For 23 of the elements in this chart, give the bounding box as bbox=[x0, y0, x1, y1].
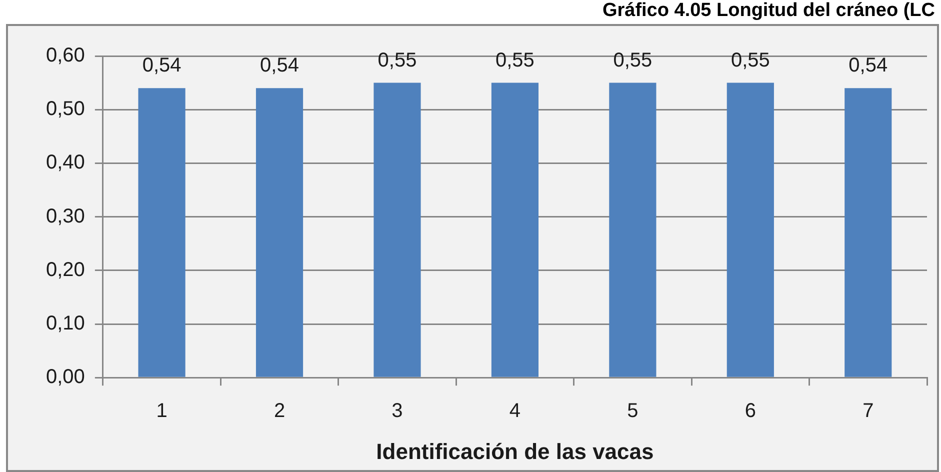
y-tick-label: 0,40 bbox=[46, 152, 85, 174]
data-label: 0,55 bbox=[613, 49, 652, 72]
y-tick-label: 0,60 bbox=[46, 44, 85, 67]
x-axis-title: Identificación de las vacas bbox=[376, 438, 654, 464]
x-tick-label: 4 bbox=[509, 400, 521, 422]
y-tick-label: 0,10 bbox=[46, 312, 85, 335]
data-label: 0,55 bbox=[378, 49, 417, 72]
data-label: 0,54 bbox=[260, 54, 299, 77]
x-tick-label: 2 bbox=[274, 400, 286, 422]
data-label: 0,54 bbox=[848, 54, 888, 77]
x-tick-label: 3 bbox=[392, 400, 403, 422]
data-label: 0,55 bbox=[730, 49, 770, 72]
data-label: 0,55 bbox=[495, 49, 534, 72]
x-tick-label: 7 bbox=[862, 400, 874, 422]
x-tick-label: 6 bbox=[744, 400, 756, 422]
y-tick-label: 0,20 bbox=[46, 258, 85, 281]
y-tick-label: 0,30 bbox=[46, 205, 85, 228]
y-tick-label: 0,00 bbox=[46, 366, 85, 388]
y-tick-label: 0,50 bbox=[46, 98, 85, 120]
chart-title: Gráfico 4.05 Longitud del cráneo (LC bbox=[602, 0, 935, 22]
x-tick-label: 5 bbox=[627, 400, 638, 422]
x-tick-label: 1 bbox=[156, 400, 168, 422]
data-label: 0,54 bbox=[142, 54, 182, 77]
